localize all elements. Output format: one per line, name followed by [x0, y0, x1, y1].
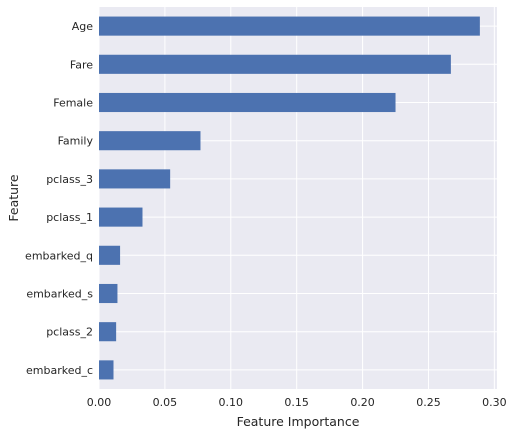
x-tick-labels: 0.00 0.05 0.10 0.15 0.20 0.25 0.30 — [87, 396, 507, 409]
bar-female — [99, 92, 396, 113]
y-tick-label: pclass_2 — [46, 326, 93, 339]
x-tick-label: 0.20 — [350, 396, 375, 409]
y-tick-label: embarked_c — [26, 364, 93, 377]
x-tick-label: 0.30 — [482, 396, 507, 409]
bar-embarked-q — [99, 245, 121, 265]
y-axis-label: Feature — [6, 174, 21, 222]
y-tick-label: Family — [58, 135, 94, 148]
y-tick-label: pclass_3 — [46, 173, 93, 186]
y-tick-label: embarked_s — [26, 288, 93, 301]
bar-family — [99, 131, 201, 151]
x-tick-label: 0.25 — [416, 396, 441, 409]
bar-fare — [99, 54, 451, 74]
x-axis-label: Feature Importance — [237, 414, 360, 429]
y-tick-label: embarked_q — [25, 249, 93, 262]
bar-pclass-3 — [99, 169, 171, 189]
y-tick-label: Age — [72, 20, 94, 33]
y-tick-label: pclass_1 — [46, 211, 93, 224]
x-tick-label: 0.10 — [219, 396, 244, 409]
bar-pclass-1 — [99, 207, 143, 227]
bar-age — [99, 16, 480, 36]
x-tick-label: 0.00 — [87, 396, 112, 409]
x-tick-label: 0.15 — [284, 396, 309, 409]
bar-embarked-s — [99, 283, 118, 304]
bar-pclass-2 — [99, 322, 117, 342]
bar-embarked-c — [99, 360, 114, 380]
y-tick-labels: Age Fare Female Family pclass_3 pclass_1embar… — [25, 20, 93, 377]
bars — [99, 16, 480, 380]
y-tick-label: Female — [53, 97, 93, 110]
x-tick-label: 0.05 — [153, 396, 178, 409]
y-tick-label: Fare — [70, 58, 93, 71]
